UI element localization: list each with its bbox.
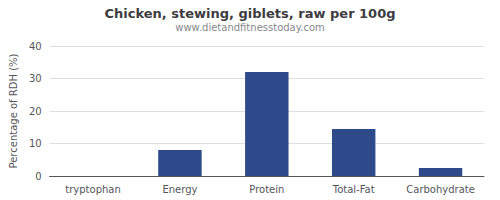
svg-text:Percentage of RDH (%): Percentage of RDH (%)	[8, 53, 19, 168]
svg-text:tryptophan: tryptophan	[65, 184, 121, 195]
svg-text:Chicken, stewing, giblets, raw: Chicken, stewing, giblets, raw per 100g	[104, 6, 395, 21]
svg-text:20: 20	[29, 106, 42, 117]
svg-text:Carbohydrate: Carbohydrate	[406, 184, 475, 195]
svg-text:10: 10	[29, 138, 42, 149]
svg-text:www.dietandfitnesstoday.com: www.dietandfitnesstoday.com	[175, 22, 324, 33]
svg-text:0: 0	[35, 171, 41, 182]
svg-text:Energy: Energy	[162, 184, 197, 195]
svg-text:40: 40	[29, 41, 42, 52]
svg-text:30: 30	[29, 73, 42, 84]
svg-text:Protein: Protein	[249, 184, 284, 195]
svg-text:Total-Fat: Total-Fat	[332, 184, 375, 195]
